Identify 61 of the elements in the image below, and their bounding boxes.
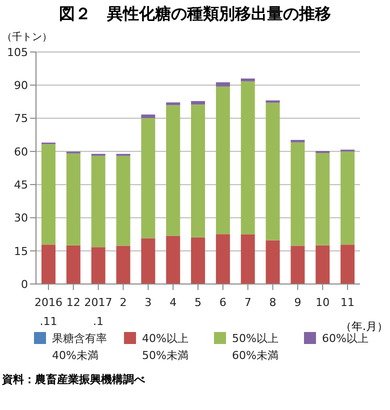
- bar: [216, 82, 230, 86]
- legend-label: 40%以上 50%未満: [142, 331, 188, 364]
- bar: [266, 102, 280, 240]
- bar: [340, 151, 355, 245]
- x-tick-label: 5: [194, 296, 202, 309]
- x-axis-title: （年.月）: [340, 319, 388, 333]
- legend-label: 50%以上 60%未満: [232, 331, 278, 364]
- text: 資料：農畜産業振興機構調べ: [1, 372, 146, 387]
- y-tick-label: 90: [14, 79, 28, 92]
- x-tick-label: 11: [340, 296, 355, 309]
- legend-label: 60%以上: [322, 332, 368, 347]
- bar: [91, 156, 106, 248]
- bar: [191, 101, 206, 105]
- x-tick-label: 2016 .11: [34, 296, 62, 328]
- bar: [166, 105, 180, 236]
- bar: [340, 244, 355, 284]
- bar: [66, 153, 80, 246]
- bar: [240, 81, 255, 235]
- x-tick-label: 12: [66, 296, 80, 309]
- y-tick-label: 30: [14, 212, 28, 225]
- bar: [290, 142, 305, 246]
- bar: [191, 104, 206, 238]
- bar: [240, 234, 255, 284]
- y-axis-title: （千トン）: [2, 30, 52, 44]
- y-tick-label: 60: [14, 145, 28, 158]
- y-tick-label: 0: [21, 278, 28, 291]
- y-tick-label: 105: [7, 46, 28, 59]
- bar: [91, 247, 106, 284]
- bar: [316, 152, 330, 246]
- x-tick-label: 2: [120, 296, 127, 309]
- bar: [41, 144, 56, 245]
- x-tick-label: 7: [244, 296, 252, 309]
- x-tick-label: 10: [316, 296, 330, 309]
- bar: [166, 236, 180, 284]
- bar: [216, 86, 230, 234]
- x-tick-label: 9: [294, 296, 302, 309]
- bar: [66, 245, 80, 284]
- bar: [116, 246, 130, 284]
- bar: [141, 238, 156, 284]
- bar: [290, 140, 305, 142]
- chart-title: 図２ 異性化糖の種類別移出量の推移: [58, 4, 332, 25]
- bar: [41, 244, 56, 284]
- x-tick-label: 3: [144, 296, 152, 309]
- y-tick-label: 15: [14, 244, 28, 258]
- bar: [191, 237, 206, 284]
- bar: [141, 118, 156, 238]
- bar: [240, 78, 255, 82]
- y-tick-label: 45: [14, 178, 28, 192]
- x-tick-label: 4: [170, 296, 177, 309]
- y-tick-label: 75: [14, 112, 28, 126]
- bar: [266, 100, 280, 103]
- bar: [290, 246, 305, 284]
- x-tick-label: 2017 .1: [84, 296, 112, 328]
- bar: [141, 114, 156, 118]
- bar: [216, 234, 230, 284]
- legend-label: 果糖含有率 40%未満: [52, 331, 107, 364]
- bar: [316, 245, 330, 284]
- x-tick-label: 8: [269, 296, 276, 309]
- bar: [266, 240, 280, 284]
- x-tick-label: 6: [219, 296, 226, 309]
- bar: [116, 156, 130, 246]
